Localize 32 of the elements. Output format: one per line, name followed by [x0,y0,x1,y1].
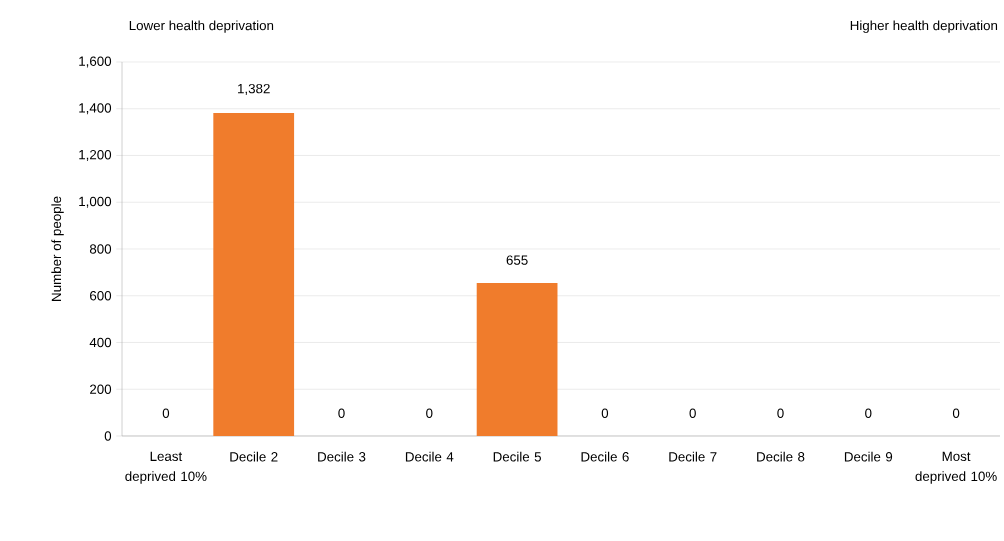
data-label: 0 [865,408,872,418]
y-tick-label: 600 [90,291,112,301]
y-tick-label: 800 [89,244,112,254]
x-tick-label: Least deprived 10% [125,451,207,484]
y-tick-label: 1,400 [79,103,112,115]
x-tick-label: Decile 6 [581,451,629,462]
x-tick-label: Decile 3 [318,451,366,462]
y-tick-label: 1,000 [79,196,112,208]
x-tick-label: Decile 7 [669,451,717,462]
data-label: 1,382 [238,83,270,95]
x-tick-label: Decile 4 [405,451,454,462]
data-label: 655 [506,255,528,265]
data-label: 0 [952,408,960,418]
y-axis-title: Number of people [51,196,64,301]
x-tick-label: Decile 5 [493,451,541,462]
y-tick-label: 200 [90,384,112,394]
x-tick-label: Most deprived 10% [915,451,997,484]
data-label: 0 [338,408,345,418]
data-label: 0 [689,408,696,418]
data-label: 0 [601,408,609,418]
x-tick-label: Decile 8 [757,451,805,462]
data-label: 0 [777,408,784,418]
y-tick-label: 400 [89,337,112,348]
text: Higher health deprivation [850,20,998,33]
y-tick-label: 1,200 [79,149,112,162]
data-label: 0 [426,408,433,418]
text: Lower health deprivation [129,20,274,33]
data-label: 0 [162,408,170,418]
y-tick-label: 1,600 [79,56,112,68]
y-tick-label: 0 [104,431,112,441]
x-tick-label: Decile 2 [230,451,278,462]
x-tick-label: Decile 9 [844,451,893,462]
